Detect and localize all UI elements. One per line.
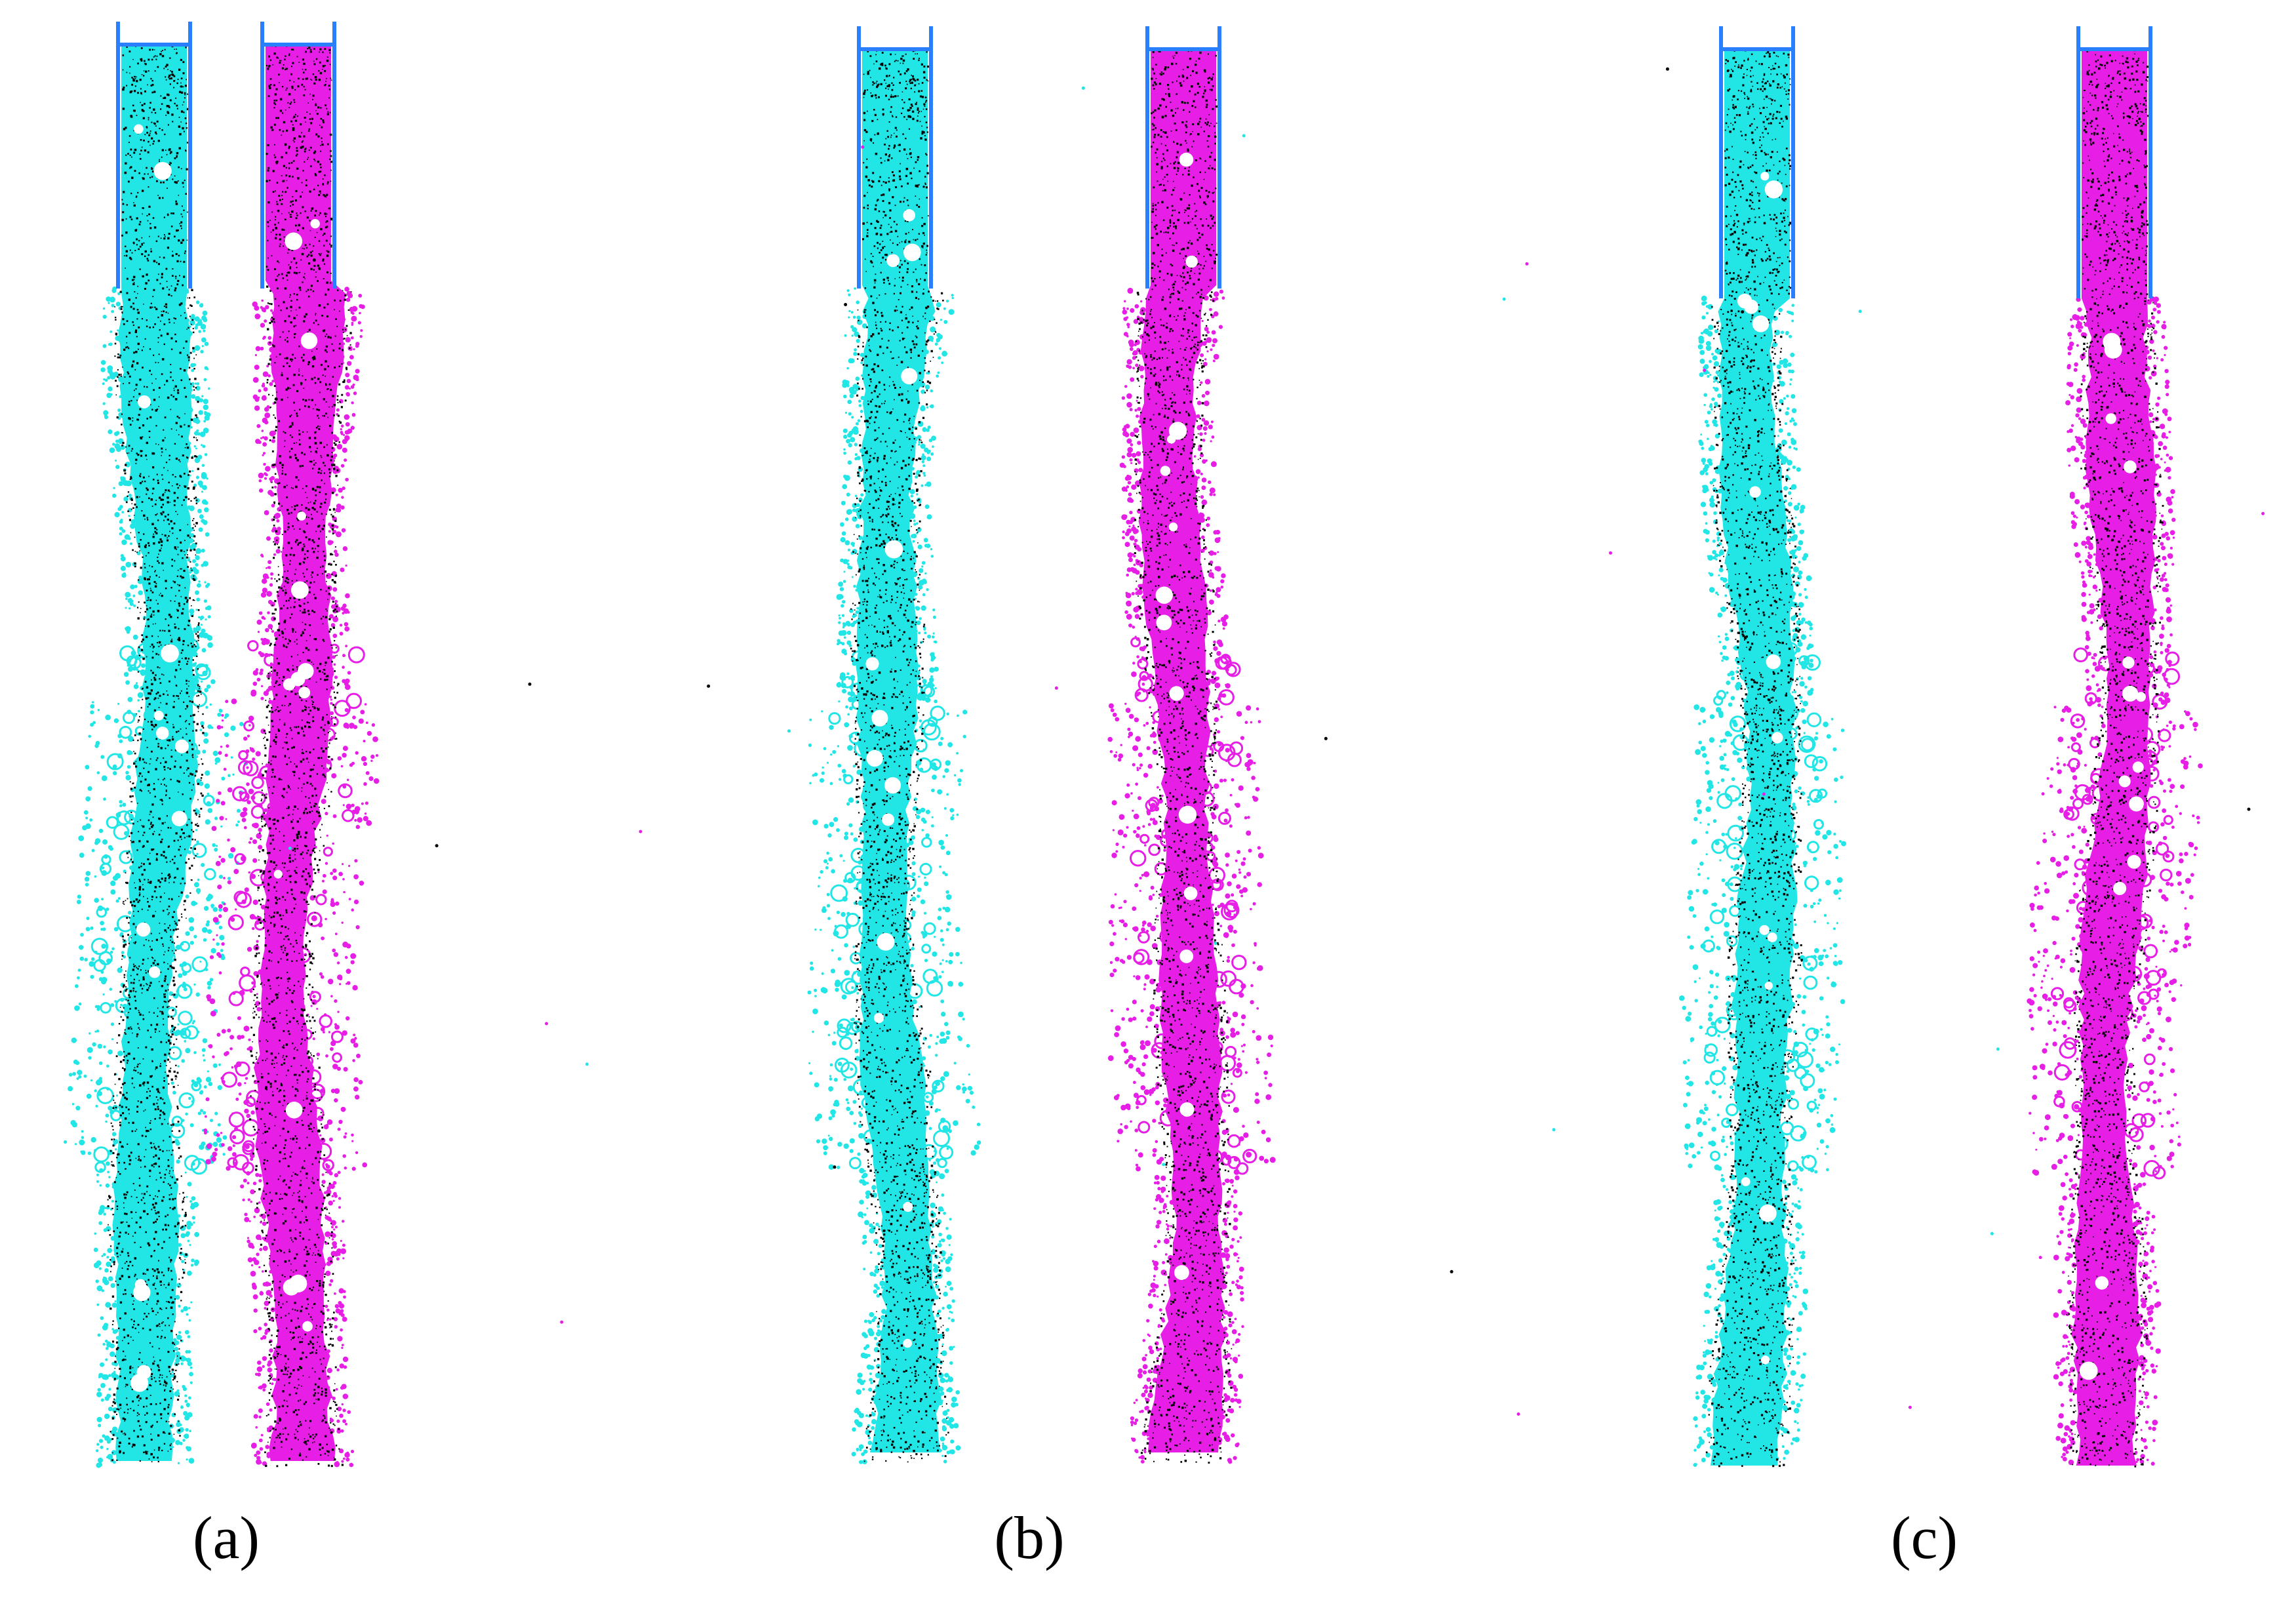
magenta-speckles [1134, 49, 1233, 1464]
stray-particles [274, 67, 2265, 1416]
panel-a [64, 22, 380, 1468]
cyan-voids [130, 124, 189, 1392]
cyan-stream-body [1710, 49, 1798, 1466]
magenta-particle-column [2027, 26, 2203, 1468]
container-bracket [116, 22, 192, 289]
cyan-stream-body [112, 45, 199, 1461]
cyan-voids [865, 209, 921, 1348]
magenta-ring-clusters [2050, 647, 2181, 1180]
cyan-speckles [107, 45, 205, 1462]
cyan-ring-clusters [90, 638, 216, 1175]
panel-b-label: (b) [964, 1505, 1095, 1570]
cyan-fringe-particles [1679, 295, 1846, 1467]
magenta-stream-body [1138, 49, 1227, 1452]
magenta-ring-clusters [1130, 637, 1257, 1175]
magenta-fringe-particles [203, 287, 380, 1468]
panel-b [807, 26, 1276, 1464]
container-bracket [2076, 26, 2152, 298]
cyan-ring-clusters [828, 645, 954, 1170]
magenta-particle-column [203, 22, 380, 1468]
container-bracket [857, 26, 933, 289]
cyan-ring-clusters [1702, 642, 1828, 1172]
cyan-stream-body [856, 49, 942, 1452]
magenta-stream-body [2071, 49, 2156, 1466]
cyan-speckles [850, 49, 949, 1463]
container-bracket [1719, 26, 1795, 298]
cyan-particle-column [64, 22, 248, 1468]
cyan-voids [1737, 172, 1783, 1365]
panel-c-label: (c) [1859, 1505, 1990, 1570]
magenta-speckles [2066, 49, 2164, 1468]
panel-a-label: (a) [161, 1505, 292, 1570]
container-bracket [260, 22, 336, 289]
cyan-speckles [1705, 49, 1803, 1468]
magenta-voids [273, 219, 320, 1332]
magenta-voids [1155, 152, 1198, 1280]
magenta-voids [2079, 332, 2146, 1380]
panel-c [1679, 26, 2203, 1468]
cyan-particle-column [1679, 26, 1846, 1468]
magenta-speckles [249, 45, 352, 1468]
magenta-fringe-particles [2027, 296, 2203, 1466]
container-bracket [1145, 26, 1221, 289]
magenta-particle-column [1107, 26, 1276, 1464]
cyan-particle-column [807, 26, 981, 1464]
